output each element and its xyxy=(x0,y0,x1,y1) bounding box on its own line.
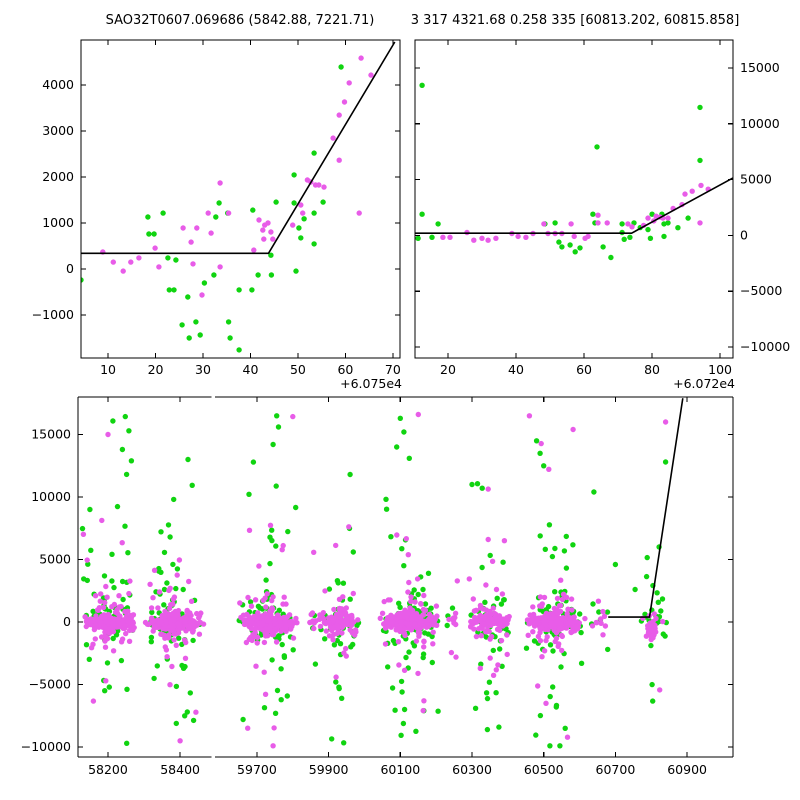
top-right-ticks xyxy=(415,40,733,358)
bottom-fit-line xyxy=(608,398,684,618)
svg-text:58200: 58200 xyxy=(88,762,128,777)
svg-text:4000: 4000 xyxy=(42,77,74,92)
bottom-green-series xyxy=(79,413,203,746)
svg-text:60: 60 xyxy=(337,362,353,377)
svg-text:5000: 5000 xyxy=(740,172,772,187)
svg-text:59700: 59700 xyxy=(237,762,277,777)
svg-text:60300: 60300 xyxy=(452,762,492,777)
svg-text:60700: 60700 xyxy=(596,762,636,777)
bottom-magenta-series xyxy=(80,431,207,744)
bottom-green-series xyxy=(236,413,669,749)
top-left-points-layer xyxy=(81,55,374,353)
svg-text:80: 80 xyxy=(644,362,660,377)
svg-text:−1000: −1000 xyxy=(32,307,74,322)
svg-text:70: 70 xyxy=(385,362,401,377)
top-left-green-series xyxy=(81,64,344,353)
svg-text:2000: 2000 xyxy=(42,169,74,184)
svg-text:5000: 5000 xyxy=(39,552,71,567)
svg-text:20: 20 xyxy=(440,362,456,377)
svg-text:30: 30 xyxy=(195,362,211,377)
bottom-magenta-series xyxy=(237,411,669,749)
svg-text:20: 20 xyxy=(148,362,164,377)
svg-text:−5000: −5000 xyxy=(740,283,782,298)
right-plot-title: 3 317 4321.68 0.258 335 [60813.202, 6081… xyxy=(410,13,740,28)
svg-text:58400: 58400 xyxy=(160,762,200,777)
bottom-panel-1-points-layer xyxy=(236,411,669,749)
svg-text:0: 0 xyxy=(63,614,71,629)
svg-text:100: 100 xyxy=(708,362,732,377)
svg-text:50: 50 xyxy=(290,362,306,377)
svg-text:60: 60 xyxy=(576,362,592,377)
bottom-tick-labels: 58200 58400 59700 59900 60100 60300 60500 60700… xyxy=(21,427,707,778)
svg-text:40: 40 xyxy=(243,362,259,377)
svg-text:40: 40 xyxy=(508,362,524,377)
top-right-fit-line xyxy=(415,177,734,234)
left-plot-title: SAO32T0607.069686 (5842.88, 7221.71) xyxy=(105,13,375,28)
svg-text:15000: 15000 xyxy=(740,60,780,75)
left-plot-x-offset-label: +6.075e4 xyxy=(340,376,402,391)
svg-text:60500: 60500 xyxy=(524,762,564,777)
top-left-frame xyxy=(80,39,401,359)
svg-text:10000: 10000 xyxy=(740,116,780,131)
top-right-frame xyxy=(414,39,734,359)
right-plot-x-offset-label: +6.072e4 xyxy=(673,376,735,391)
svg-text:10: 10 xyxy=(100,362,116,377)
top-left-fit-line xyxy=(81,41,396,255)
top-left-magenta-series xyxy=(100,55,374,298)
bottom-panel-0-points-layer xyxy=(79,413,207,746)
svg-text:1000: 1000 xyxy=(42,215,74,230)
svg-text:60900: 60900 xyxy=(667,762,707,777)
top-left-tick-labels: 10 20 30 40 50 60 70 −1000 0 1000 2000 3000 4000 xyxy=(32,77,401,377)
svg-text:−10000: −10000 xyxy=(21,739,71,754)
bottom-frame xyxy=(77,396,734,758)
svg-text:10000: 10000 xyxy=(31,489,71,504)
svg-text:15000: 15000 xyxy=(31,427,71,442)
svg-text:3000: 3000 xyxy=(42,123,74,138)
svg-text:−10000: −10000 xyxy=(740,339,790,354)
svg-text:60100: 60100 xyxy=(380,762,420,777)
bottom-ticks xyxy=(78,397,733,757)
svg-text:−5000: −5000 xyxy=(29,677,71,692)
svg-text:0: 0 xyxy=(740,227,748,242)
top-right-tick-labels: 20 40 60 80 100 −10000 −5000 0 5000 10000 15000 xyxy=(440,60,790,377)
svg-text:0: 0 xyxy=(66,261,74,276)
top-left-ticks xyxy=(81,40,400,358)
svg-text:59900: 59900 xyxy=(309,762,349,777)
